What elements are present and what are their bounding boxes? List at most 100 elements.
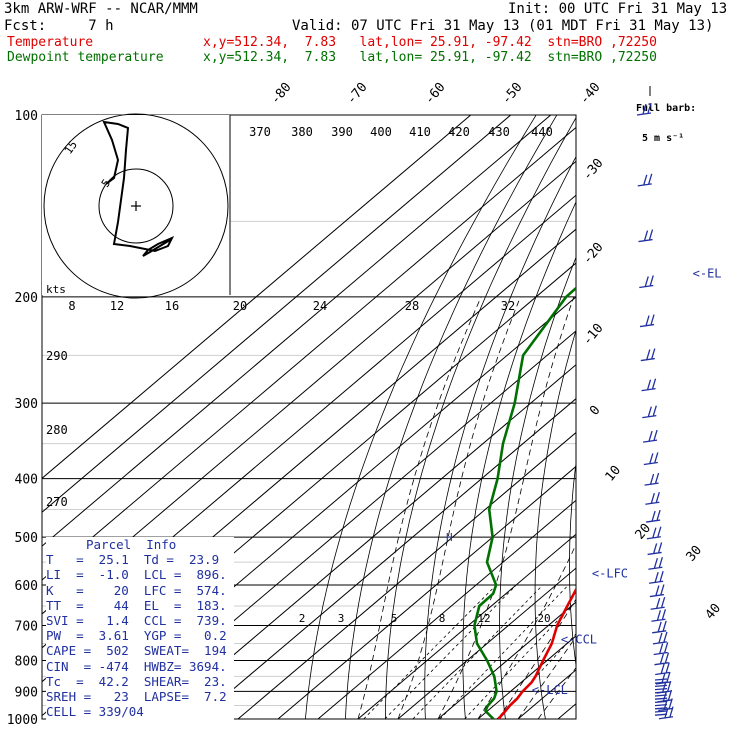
isotherm-line [42, 126, 576, 581]
isotherm-line [117, 330, 576, 719]
lcl-marker: <-LCL [532, 683, 568, 697]
wind-barb [646, 526, 662, 540]
isotherm-line [357, 533, 576, 719]
parcel-info-row: K = 20 LFC = 574. [46, 582, 227, 598]
isotherm-line [42, 115, 552, 547]
plot-frame [41, 114, 577, 720]
mixing-ratio-label: 20 [537, 612, 550, 625]
pressure-tick-label: 300 [15, 397, 38, 412]
dry-adiabat-line [727, 115, 740, 719]
wind-barb [639, 314, 655, 328]
profile-curves [473, 286, 576, 719]
parcel-info-row: T = 25.1 Td = 23.9 [46, 552, 220, 568]
dry-adiabat-line [534, 329, 576, 719]
parcel-info-row: Tc = 42.2 SHEAR= 23. [46, 673, 227, 689]
wind-barb [654, 678, 668, 681]
isotherm-line [42, 115, 512, 513]
wind-barb [654, 684, 668, 688]
temperature-legend-info: x,y=512.34, 7.83 lat,lon= 25.91, -97.42 … [203, 35, 657, 50]
wind-barb [654, 710, 668, 713]
isotherm-line [237, 431, 576, 719]
wind-barb [654, 687, 668, 691]
mixing-ratio-line [464, 600, 576, 719]
theta-label: 420 [448, 125, 470, 139]
wind-barb [640, 348, 656, 362]
parcel-info-title: Parcel Info [86, 537, 177, 552]
theta-label: 390 [331, 125, 353, 139]
full-barb-unit: 5 m s⁻¹ [642, 133, 685, 144]
hodograph-speed-tick: 24 [313, 299, 327, 313]
wind-barb [654, 697, 668, 700]
parcel-info-rows: T = 25.1 Td = 23.9 LI = -1.0 LCL = 896. K … [46, 552, 234, 719]
isotherm-label: -20 [580, 240, 607, 268]
wind-barb [638, 229, 654, 243]
pressure-tick-label: 100 [15, 109, 38, 124]
moist-adiabat-line [497, 598, 576, 719]
wind-barb [654, 703, 668, 707]
parcel-info-row: CIN = -474 HWBZ= 3694. [46, 658, 227, 674]
hodograph-ring [98, 168, 174, 244]
dry-adiabat-line [569, 459, 576, 668]
wind-barb [654, 652, 670, 666]
isotherm-line [317, 499, 576, 719]
wind-barb [642, 429, 658, 443]
dry-adiabat-line [697, 115, 740, 719]
full-barb-legend: Full barb: 5 m s⁻¹ [636, 84, 696, 154]
wind-barb [654, 700, 668, 704]
hodograph-ring [43, 113, 229, 299]
theta-e-label: 270 [46, 495, 68, 509]
pressure-tick-label: 900 [15, 685, 38, 700]
el-marker: <-EL [693, 267, 722, 281]
wind-barb [658, 706, 674, 720]
dry-adiabat-line [424, 155, 576, 719]
lfc-marker: <-LFC [592, 566, 628, 580]
isotherm-label: -70 [344, 80, 371, 108]
pressure-tick-label: 800 [15, 654, 38, 669]
wind-marker-h: H [446, 531, 453, 544]
wind-barb [646, 509, 661, 523]
wind-barbs [636, 86, 674, 720]
level-markers: <-EL <-LFC <-CCL <-LCL H [446, 267, 722, 698]
mixing-ratio-line [439, 584, 569, 719]
moist-adiabat-line [537, 667, 576, 719]
hodograph-speed-tick: 16 [165, 299, 179, 313]
wind-barb [639, 275, 654, 289]
isotherm-label: -60 [422, 80, 449, 108]
isotherm-label: -80 [268, 80, 295, 108]
parcel-info-row: SVI = 1.4 CCL = 739. [46, 613, 227, 629]
wind-barb [642, 405, 657, 419]
dry-adiabat-line [667, 115, 740, 719]
mixing-ratio-label: 8 [439, 612, 446, 625]
pressure-tick-label: 200 [15, 291, 38, 306]
wind-barb [654, 707, 668, 710]
moist-adiabat-line [437, 296, 575, 719]
wind-barb [654, 691, 668, 694]
hodograph-speed-tick: 28 [405, 299, 419, 313]
isotherm-line [437, 601, 576, 719]
wind-barb [649, 571, 664, 584]
wind-barb [643, 452, 659, 466]
wind-barb [654, 694, 668, 697]
isotherm-label: -30 [580, 156, 607, 184]
wind-barb [651, 609, 667, 622]
wind-barb [647, 542, 663, 556]
isotherm-line [157, 364, 576, 719]
isotherm-label: 0 [587, 403, 604, 419]
pressure-tick-label: 600 [15, 579, 38, 594]
moist-adiabat-line [477, 543, 576, 719]
mixing-ratio-label: 5 [391, 612, 398, 625]
hodograph-speed-tick: 8 [68, 299, 75, 313]
mixing-ratio-line [363, 584, 497, 719]
theta-label: 380 [291, 125, 313, 139]
parcel-info-row: CELL = 339/04 [46, 704, 144, 720]
isotherm-line [598, 115, 740, 719]
pressure-tick-label: 400 [15, 473, 38, 488]
hodograph-unit: kts [46, 283, 66, 296]
wind-barb [654, 713, 668, 716]
parcel-info-row: TT = 44 EL = 183. [46, 597, 227, 613]
wind-barb [636, 102, 652, 116]
wind-barb [644, 472, 660, 486]
wind-barb [652, 631, 668, 645]
temperature-legend-label: Temperature [7, 35, 94, 50]
mixing-ratio-line [384, 584, 517, 719]
